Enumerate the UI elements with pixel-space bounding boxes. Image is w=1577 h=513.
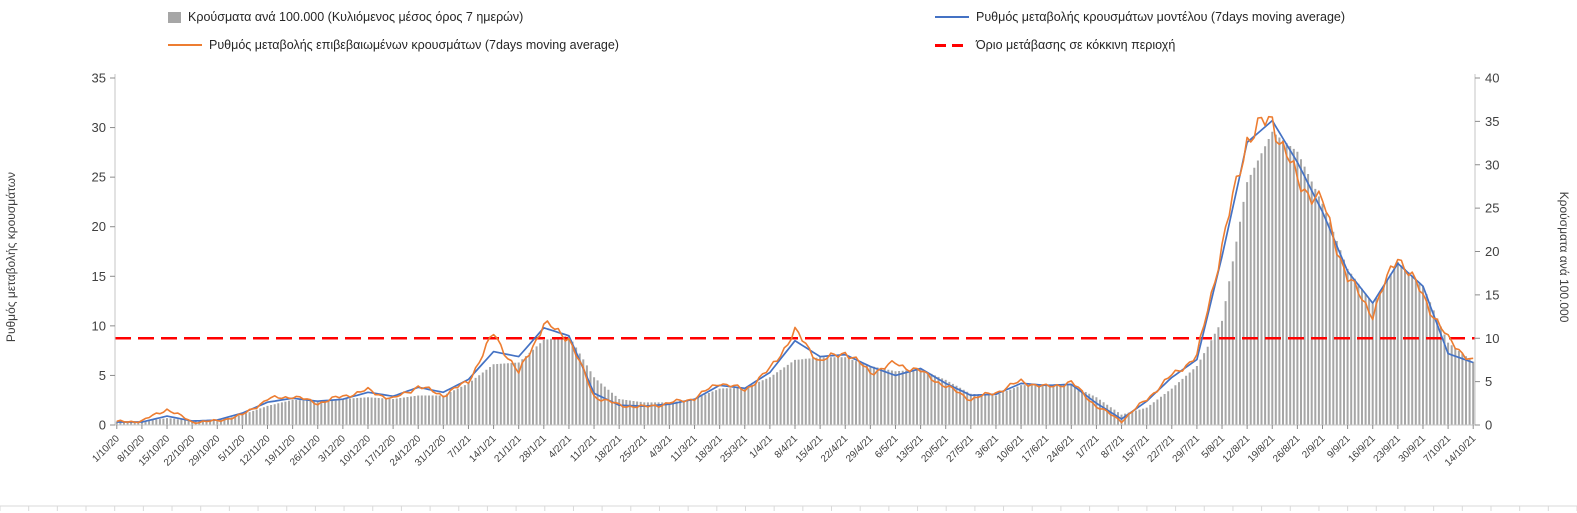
right-axis-tick-label: 10 [1485, 331, 1499, 346]
right-axis-ticks: 0 5 10 15 20 25 30 35 40 [1475, 71, 1499, 433]
left-axis-tick-label: 25 [92, 170, 106, 185]
left-axis-tick-label: 35 [92, 71, 106, 86]
right-axis-title: Κρούσματα ανά 100.000 [1557, 191, 1571, 322]
x-axis-labels: 1/10/208/10/2015/10/2022/10/2029/10/205/… [91, 425, 1479, 469]
right-axis-tick-label: 5 [1485, 374, 1492, 389]
right-axis-tick-label: 20 [1485, 244, 1499, 259]
x-axis-tick-label: 27/5/21 [945, 433, 977, 465]
bottom-strip [0, 505, 1577, 511]
left-axis-ticks: 0 5 10 15 20 25 30 35 [92, 71, 115, 433]
left-axis-tick-label: 20 [92, 219, 106, 234]
right-axis-tick-label: 40 [1485, 71, 1499, 86]
x-axis-tick-label: 2/9/21 [1300, 433, 1328, 461]
legend-label-bars: Κρούσματα ανά 100.000 (Κυλιόμενος μέσος … [188, 10, 524, 24]
right-axis-tick-label: 25 [1485, 201, 1499, 216]
right-axis-tick-label: 35 [1485, 114, 1499, 129]
bar-series-swatch-icon [168, 11, 181, 23]
x-axis-tick-label: 29/4/21 [844, 433, 876, 465]
red-dash-swatch-icon [935, 43, 969, 47]
legend-item-threshold: Όριο μετάβασης σε κόκκινη περιοχή [935, 38, 1175, 52]
left-axis-tick-label: 10 [92, 318, 106, 333]
legend-item-bars: Κρούσματα ανά 100.000 (Κυλιόμενος μέσος … [168, 10, 523, 24]
x-axis-tick-label: 28/1/21 [518, 433, 550, 465]
x-axis-tick-label: 1/7/21 [1074, 433, 1102, 461]
left-axis-tick-label: 0 [99, 418, 106, 433]
x-axis-tick-label: 1/4/21 [748, 433, 776, 461]
left-axis-tick-label: 30 [92, 120, 106, 135]
orange-line-swatch-icon [168, 44, 202, 46]
x-axis-tick-label: 25/3/21 [719, 433, 751, 465]
blue-line-swatch-icon [935, 16, 969, 18]
right-axis-tick-label: 30 [1485, 157, 1499, 172]
legend-label-confirmed: Ρυθμός μεταβολής επιβεβαιωμένων κρουσμάτ… [209, 38, 619, 52]
legend-item-model: Ρυθμός μεταβολής κρουσμάτων μοντέλου (7d… [935, 10, 1345, 24]
legend-label-threshold: Όριο μετάβασης σε κόκκινη περιοχή [976, 38, 1176, 52]
x-axis-tick-label: 24/6/21 [1045, 433, 1077, 465]
x-axis-tick-label: 25/2/21 [618, 433, 650, 465]
bars-series [115, 131, 1475, 425]
right-axis-tick-label: 0 [1485, 418, 1492, 433]
left-axis-tick-label: 5 [99, 368, 106, 383]
legend-label-model: Ρυθμός μεταβολής κρουσμάτων μοντέλου (7d… [976, 10, 1346, 24]
x-axis-tick-label: 29/7/21 [1171, 433, 1203, 465]
left-axis-tick-label: 15 [92, 269, 106, 284]
legend-item-confirmed: Ρυθμός μεταβολής επιβεβαιωμένων κρουσμάτ… [168, 38, 619, 52]
right-axis-tick-label: 15 [1485, 287, 1499, 302]
x-axis-tick-label: 26/8/21 [1271, 433, 1303, 465]
confirmed-line [116, 115, 1474, 425]
left-axis-title: Ρυθμός μεταβολής κρουσμάτων [4, 171, 18, 342]
